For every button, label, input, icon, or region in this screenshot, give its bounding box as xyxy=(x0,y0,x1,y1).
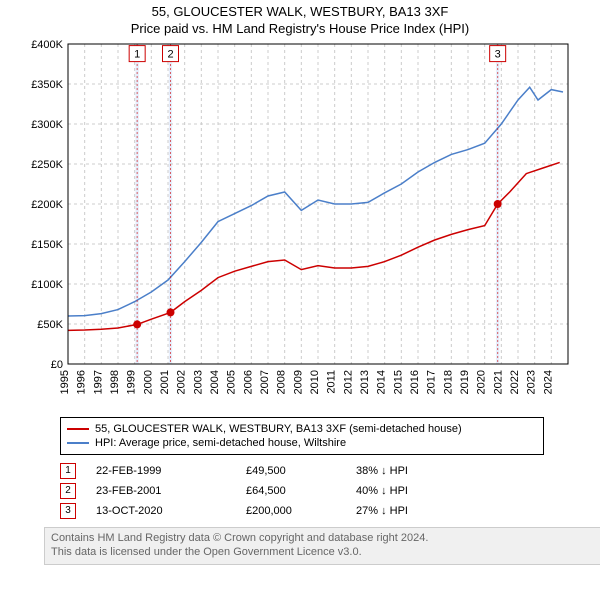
marker-date: 13-OCT-2020 xyxy=(96,505,246,517)
marker-diff: 27% ↓ HPI xyxy=(356,505,530,517)
svg-text:£100K: £100K xyxy=(31,279,63,291)
svg-text:£250K: £250K xyxy=(31,159,63,171)
price-chart: 1 2 3 £0 £50K £100K £150K £200K £250K £300K £350K £… xyxy=(20,40,578,406)
title-subtitle: Price paid vs. HM Land Registry's House … xyxy=(0,21,600,36)
svg-text:2022: 2022 xyxy=(509,370,521,394)
svg-text:1995: 1995 xyxy=(59,370,71,394)
legend-item-hpi: HPI: Average price, semi-detached house,… xyxy=(67,436,537,450)
svg-text:3: 3 xyxy=(495,49,501,61)
svg-text:£0: £0 xyxy=(51,359,63,371)
marker-diff: 38% ↓ HPI xyxy=(356,465,530,477)
svg-text:1: 1 xyxy=(134,49,140,61)
svg-text:2: 2 xyxy=(167,49,173,61)
marker-price: £49,500 xyxy=(246,465,356,477)
svg-text:2004: 2004 xyxy=(209,370,221,394)
footer-line: Contains HM Land Registry data © Crown c… xyxy=(51,532,597,546)
svg-text:2017: 2017 xyxy=(426,370,438,394)
svg-text:2011: 2011 xyxy=(326,370,338,394)
legend-label: 55, GLOUCESTER WALK, WESTBURY, BA13 3XF … xyxy=(95,423,462,435)
svg-text:2023: 2023 xyxy=(526,370,538,394)
svg-text:2019: 2019 xyxy=(459,370,471,394)
marker-diff: 40% ↓ HPI xyxy=(356,485,530,497)
svg-text:£50K: £50K xyxy=(37,319,63,331)
svg-text:£150K: £150K xyxy=(31,239,63,251)
marker-row: 3 13-OCT-2020 £200,000 27% ↓ HPI xyxy=(60,501,530,521)
marker-price: £200,000 xyxy=(246,505,356,517)
marker-row: 2 23-FEB-2001 £64,500 40% ↓ HPI xyxy=(60,481,530,501)
svg-text:2000: 2000 xyxy=(142,370,154,394)
attribution-footer: Contains HM Land Registry data © Crown c… xyxy=(44,527,600,565)
svg-text:2001: 2001 xyxy=(159,370,171,394)
marker-number: 1 xyxy=(60,463,76,479)
svg-text:£400K: £400K xyxy=(31,40,63,51)
marker-price: £64,500 xyxy=(246,485,356,497)
svg-text:2003: 2003 xyxy=(192,370,204,394)
marker-table: 1 22-FEB-1999 £49,500 38% ↓ HPI 2 23-FEB… xyxy=(60,461,530,521)
svg-text:£350K: £350K xyxy=(31,79,63,91)
marker-number: 2 xyxy=(60,483,76,499)
svg-text:2002: 2002 xyxy=(176,370,188,394)
svg-text:£200K: £200K xyxy=(31,199,63,211)
svg-text:2013: 2013 xyxy=(359,370,371,394)
svg-text:2020: 2020 xyxy=(476,370,488,394)
svg-text:2014: 2014 xyxy=(376,370,388,394)
svg-text:2006: 2006 xyxy=(242,370,254,394)
svg-text:1998: 1998 xyxy=(109,370,121,394)
footer-line: This data is licensed under the Open Gov… xyxy=(51,546,597,560)
svg-text:1996: 1996 xyxy=(76,370,88,394)
svg-text:2009: 2009 xyxy=(292,370,304,394)
svg-text:2012: 2012 xyxy=(342,370,354,394)
svg-text:£300K: £300K xyxy=(31,119,63,131)
legend-swatch xyxy=(67,442,89,444)
svg-text:1997: 1997 xyxy=(92,370,104,394)
svg-text:2021: 2021 xyxy=(492,370,504,394)
svg-text:2015: 2015 xyxy=(392,370,404,394)
svg-text:1999: 1999 xyxy=(126,370,138,394)
legend-swatch xyxy=(67,428,89,430)
svg-text:2005: 2005 xyxy=(226,370,238,394)
title-address: 55, GLOUCESTER WALK, WESTBURY, BA13 3XF xyxy=(0,4,600,19)
svg-text:2018: 2018 xyxy=(442,370,454,394)
marker-row: 1 22-FEB-1999 £49,500 38% ↓ HPI xyxy=(60,461,530,481)
svg-text:2010: 2010 xyxy=(309,370,321,394)
legend-label: HPI: Average price, semi-detached house,… xyxy=(95,437,346,449)
marker-date: 22-FEB-1999 xyxy=(96,465,246,477)
marker-number: 3 xyxy=(60,503,76,519)
legend: 55, GLOUCESTER WALK, WESTBURY, BA13 3XF … xyxy=(60,417,544,455)
svg-text:2024: 2024 xyxy=(542,370,554,394)
svg-text:2007: 2007 xyxy=(259,370,271,394)
svg-text:2008: 2008 xyxy=(276,370,288,394)
legend-item-property: 55, GLOUCESTER WALK, WESTBURY, BA13 3XF … xyxy=(67,422,537,436)
marker-date: 23-FEB-2001 xyxy=(96,485,246,497)
svg-text:2016: 2016 xyxy=(409,370,421,394)
